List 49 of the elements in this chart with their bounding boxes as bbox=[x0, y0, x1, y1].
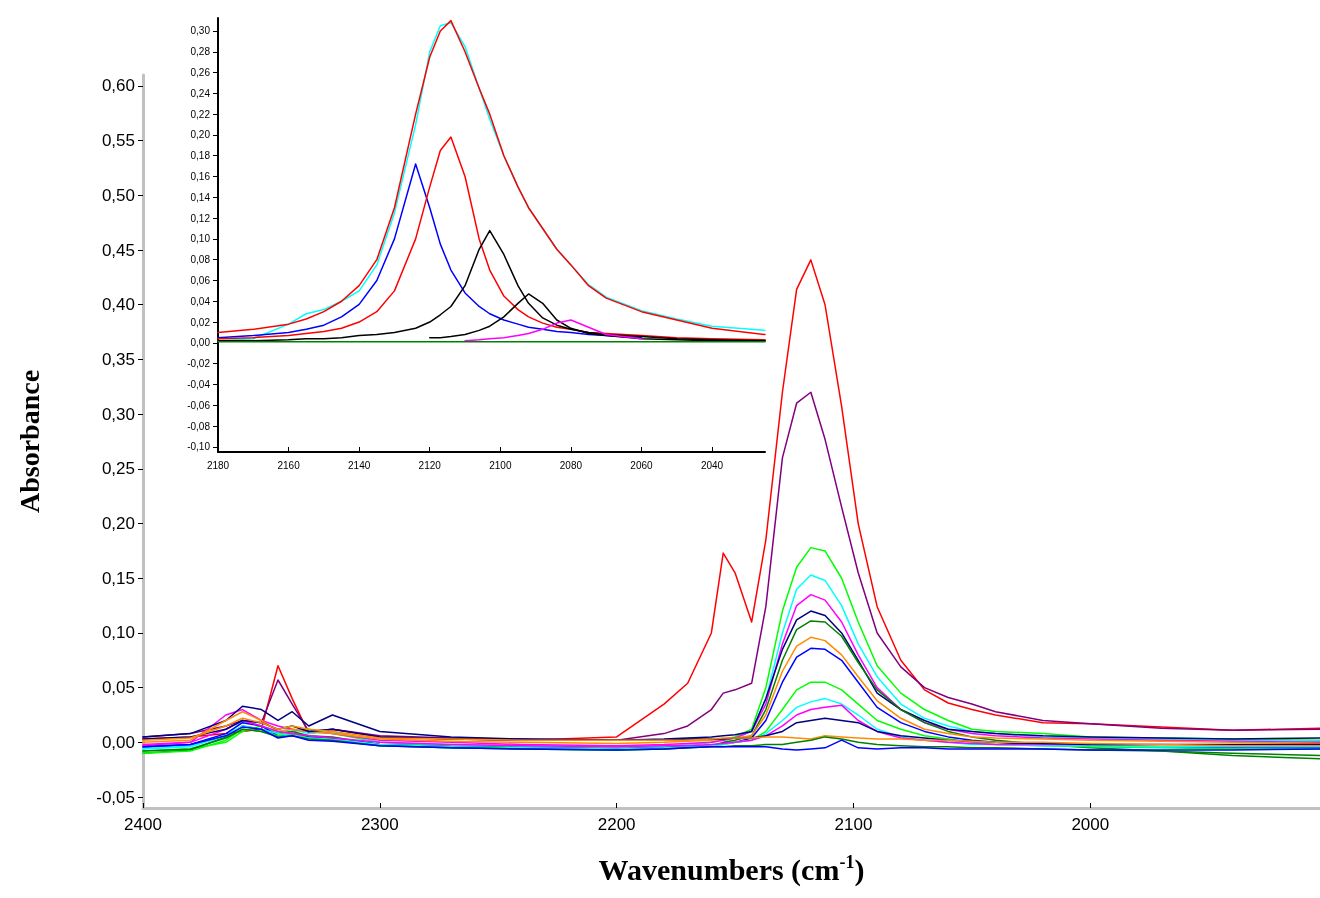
y-tick-label: 0,20 bbox=[190, 129, 211, 141]
y-tick-label: 0,22 bbox=[190, 108, 211, 120]
y-tick-label: 0,00 bbox=[190, 337, 211, 349]
y-tick-label: -0,08 bbox=[187, 420, 211, 432]
y-tick-label: 0,40 bbox=[101, 295, 135, 315]
y-tick-label: 0,50 bbox=[101, 185, 135, 205]
y-tick-label: 0,12 bbox=[190, 212, 211, 224]
y-tick-label: 0,06 bbox=[190, 274, 211, 286]
y-tick-label: 0,05 bbox=[101, 678, 135, 698]
y-tick-label: -0,02 bbox=[187, 358, 211, 370]
y-tick-label: 0,26 bbox=[190, 67, 211, 79]
y-tick-label: 0,35 bbox=[101, 349, 135, 369]
x-tick-label: 2200 bbox=[597, 815, 636, 834]
x-tick-label: 2040 bbox=[700, 459, 724, 471]
y-tick-label: -0,04 bbox=[187, 378, 211, 390]
y-tick-label: -0,10 bbox=[187, 441, 211, 453]
y-tick-label: 0,30 bbox=[190, 25, 211, 37]
y-tick-label: 0,14 bbox=[190, 191, 211, 203]
x-tick-label: 2080 bbox=[559, 459, 583, 471]
x-tick-label: 2180 bbox=[206, 459, 230, 471]
y-tick-label: 0,24 bbox=[190, 87, 211, 99]
y-tick-label: -0,05 bbox=[96, 787, 135, 807]
y-tick-label: 0,60 bbox=[101, 76, 135, 96]
y-axis-title: Absorbance bbox=[13, 369, 45, 514]
y-tick-label: 0,04 bbox=[190, 295, 211, 307]
y-tick-label: 0,45 bbox=[101, 240, 135, 260]
x-tick-label: 2120 bbox=[418, 459, 442, 471]
y-tick-label: 0,10 bbox=[101, 623, 135, 643]
y-tick-label: 0,25 bbox=[101, 459, 135, 479]
y-tick-label: 0,16 bbox=[190, 171, 211, 183]
y-tick-label: 0,00 bbox=[101, 732, 135, 752]
y-tick-label: 0,20 bbox=[101, 514, 135, 534]
y-tick-label: -0,06 bbox=[187, 399, 211, 411]
y-tick-label: 0,55 bbox=[101, 131, 135, 151]
x-tick-label: 2300 bbox=[360, 815, 399, 834]
y-tick-label: 0,18 bbox=[190, 150, 211, 162]
x-tick-label: 2100 bbox=[489, 459, 512, 471]
x-tick-label: 2060 bbox=[630, 459, 654, 471]
y-tick-label: 0,30 bbox=[101, 404, 135, 424]
y-tick-label: 0,15 bbox=[101, 568, 135, 588]
y-tick-label: 0,08 bbox=[190, 254, 211, 266]
y-tick-label: 0,10 bbox=[190, 233, 211, 245]
y-tick-label: 0,28 bbox=[190, 46, 211, 58]
x-tick-label: 2400 bbox=[124, 815, 162, 834]
x-tick-label: 2160 bbox=[277, 459, 301, 471]
x-tick-label: 2000 bbox=[1071, 815, 1110, 834]
y-tick-label: 0,02 bbox=[190, 316, 211, 328]
x-tick-label: 2100 bbox=[834, 815, 873, 834]
x-tick-label: 2140 bbox=[348, 459, 371, 471]
